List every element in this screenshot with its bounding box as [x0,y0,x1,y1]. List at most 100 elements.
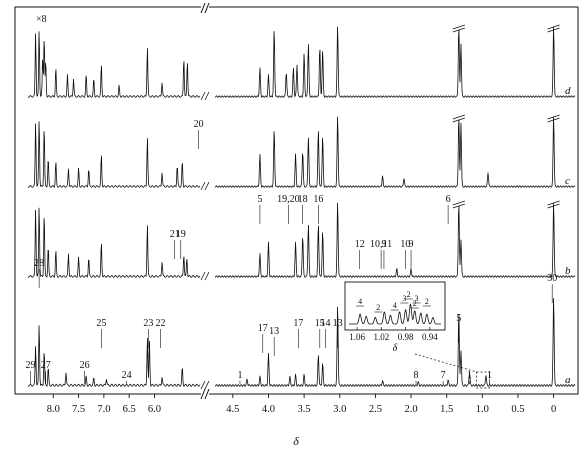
peak-label-a-0: 29 [26,360,36,371]
truncation-mark [547,200,560,206]
x-tick-label: 3.5 [298,404,311,415]
inset-x-tick-label: 0.94 [422,332,438,342]
trace-break-mark [204,181,210,191]
inset-multiplet-label: 2 [376,303,380,312]
peak-label-a-3: 26 [80,360,90,371]
spectrum-a-aliphatic [214,298,576,388]
peak-label-b-21: 21 [170,229,180,240]
peak-label-a-7: 22 [156,318,166,329]
spectrum-b-aliphatic [214,202,576,278]
trace-break-mark [204,271,210,281]
inset-multiplet-label: 2 [425,297,429,306]
inset-x-tick-label: 1.06 [349,332,365,342]
inset-source-box [476,371,490,389]
truncation-mark [547,114,560,120]
x-axis: 8.0 7.5 7.0 6.5 6.0 4.5 4.0 3.5 3.0 2.5 2.0 1.5 1.0 0… [47,394,556,415]
inset-connector [414,353,477,373]
inset-x-tick-label: 1.02 [373,332,389,342]
peak-label-c-33: 20 [194,119,204,130]
series-label-a: a [565,374,571,386]
truncation-mark [547,117,560,123]
spectrum-d-aliphatic [214,26,576,98]
peak-label-a-6: 23 [143,318,153,329]
peak-label-b-22: 19 [176,229,186,240]
spectrum-c-aromatic [27,121,201,188]
peak-label-b-32: 6 [446,194,451,205]
peak-label-b-29: 9 [381,239,386,250]
peak-label-a-5: 24 [122,370,132,381]
series-label-c: c [565,175,570,187]
peak-label-a-16: 7 [441,370,446,381]
truncation-mark [452,27,465,33]
truncation-mark [452,203,465,209]
inset-x-tick-label: 0.98 [398,332,414,342]
x-tick-label: 2.5 [369,404,382,415]
peak-label-a-18: 1 [467,370,472,381]
peak-label-a-17: 5 [456,313,461,324]
truncation-mark [547,203,560,209]
peak-label-b-25: 18 [298,194,308,205]
truncation-mark [547,27,560,33]
peak-label-a-13: 14 [320,318,330,329]
x-axis-label: δ [293,434,299,448]
peak-label-b-24: 19,20 [277,194,300,205]
peak-label-a-14: 13 [333,318,343,329]
peak-label-b-23: 5 [257,194,262,205]
x-tick-label: 3.0 [333,404,346,415]
spectrum-d-aromatic [27,31,201,98]
truncation-mark [452,24,465,30]
trace-break-mark [200,271,206,281]
axis-break-marks [200,2,210,400]
peak-label-a-8: 1 [237,370,242,381]
inset-multiplet-label: 2 [407,290,411,299]
x-tick-label: 0.5 [511,404,524,415]
truncation-mark [452,200,465,206]
inset-multiplet-label: 3 [402,294,406,303]
peak-label-a-4: 25 [96,318,106,329]
peak-label-a-12: 15 [315,318,325,329]
trace-break-mark [200,380,206,390]
peak-label-a-15: 8 [414,370,419,381]
inset-multiplet-label: 2 [413,299,417,308]
truncation-mark [547,24,560,30]
spectrum-b-aromatic [27,207,201,278]
x-tick-label: 4.0 [262,404,275,415]
peak-label-a-1: 28 [34,258,44,269]
peak-label-a-10: 13 [269,326,279,337]
inset-multiplet-label: 4 [393,301,397,310]
spectra-layer: d c b a [27,26,576,390]
trace-break-mark [204,380,210,390]
x-tick-label: 0 [551,404,556,415]
series-label-b: b [565,265,571,277]
peak-label-b-28: 10,11 [370,239,392,250]
x-tick-label: 7.0 [97,404,110,415]
peak-label-a-11: 17 [293,318,303,329]
peak-label-b-26: 16 [313,194,323,205]
peak-label-a-2: 27 [41,360,51,371]
inset-trace [349,303,441,325]
x-tick-label: 6.5 [123,404,136,415]
trace-break-mark [200,181,206,191]
spectrum-c-aliphatic [214,116,576,188]
inset-multiplet-label: 3 [415,294,419,303]
x-tick-label: 1.0 [476,404,489,415]
peak-label-a-9: 17 [258,323,268,334]
trace-break-mark [204,91,210,101]
peak-label-b-31: 9 [409,239,414,250]
peak-label-b-27: 12 [355,239,365,250]
truncation-mark [452,114,465,120]
peak-label-b-30: 10 [400,239,410,250]
x-tick-label: 2.0 [404,404,417,415]
x-tick-label: 4.5 [226,404,239,415]
x-tick-label: 8.0 [47,404,60,415]
x-tick-label: 6.0 [148,404,161,415]
inset-zoom: 42 43 223 21.06 1.02 0.98 0.94δ [344,281,490,389]
peak-label-a-20: 30 [547,273,557,284]
series-label-d: d [565,85,571,97]
truncation-mark [452,117,465,123]
plot-frame [14,6,579,395]
trace-break-mark [200,91,206,101]
spectrum-a-aromatic [27,325,201,388]
